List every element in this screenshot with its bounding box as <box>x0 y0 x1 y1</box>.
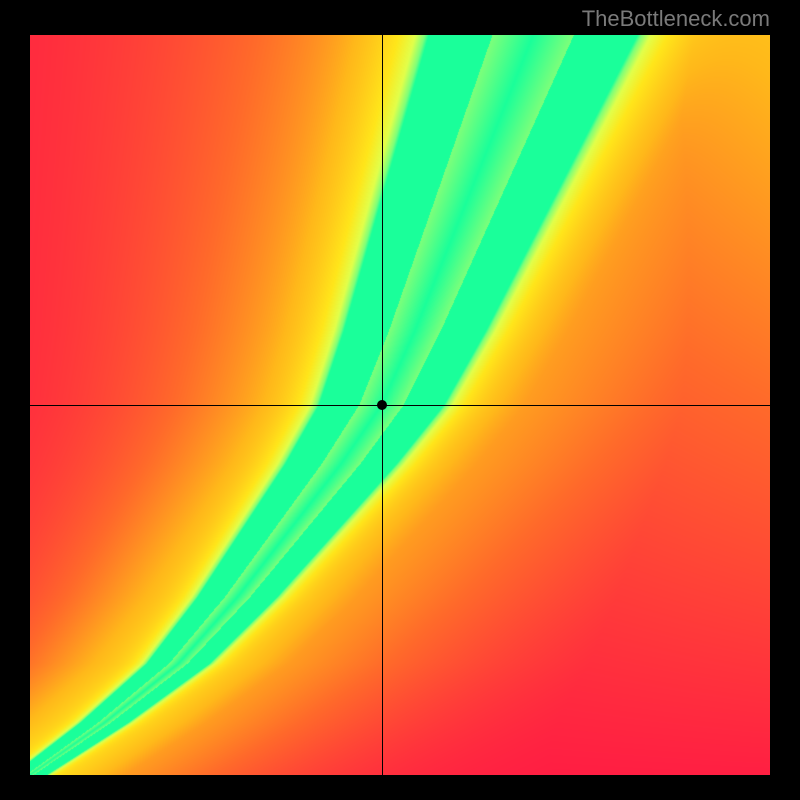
chart-container: TheBottleneck.com <box>0 0 800 800</box>
watermark-text: TheBottleneck.com <box>582 6 770 32</box>
data-point-marker <box>377 400 387 410</box>
crosshair-horizontal <box>30 405 770 406</box>
heatmap-plot <box>30 35 770 775</box>
